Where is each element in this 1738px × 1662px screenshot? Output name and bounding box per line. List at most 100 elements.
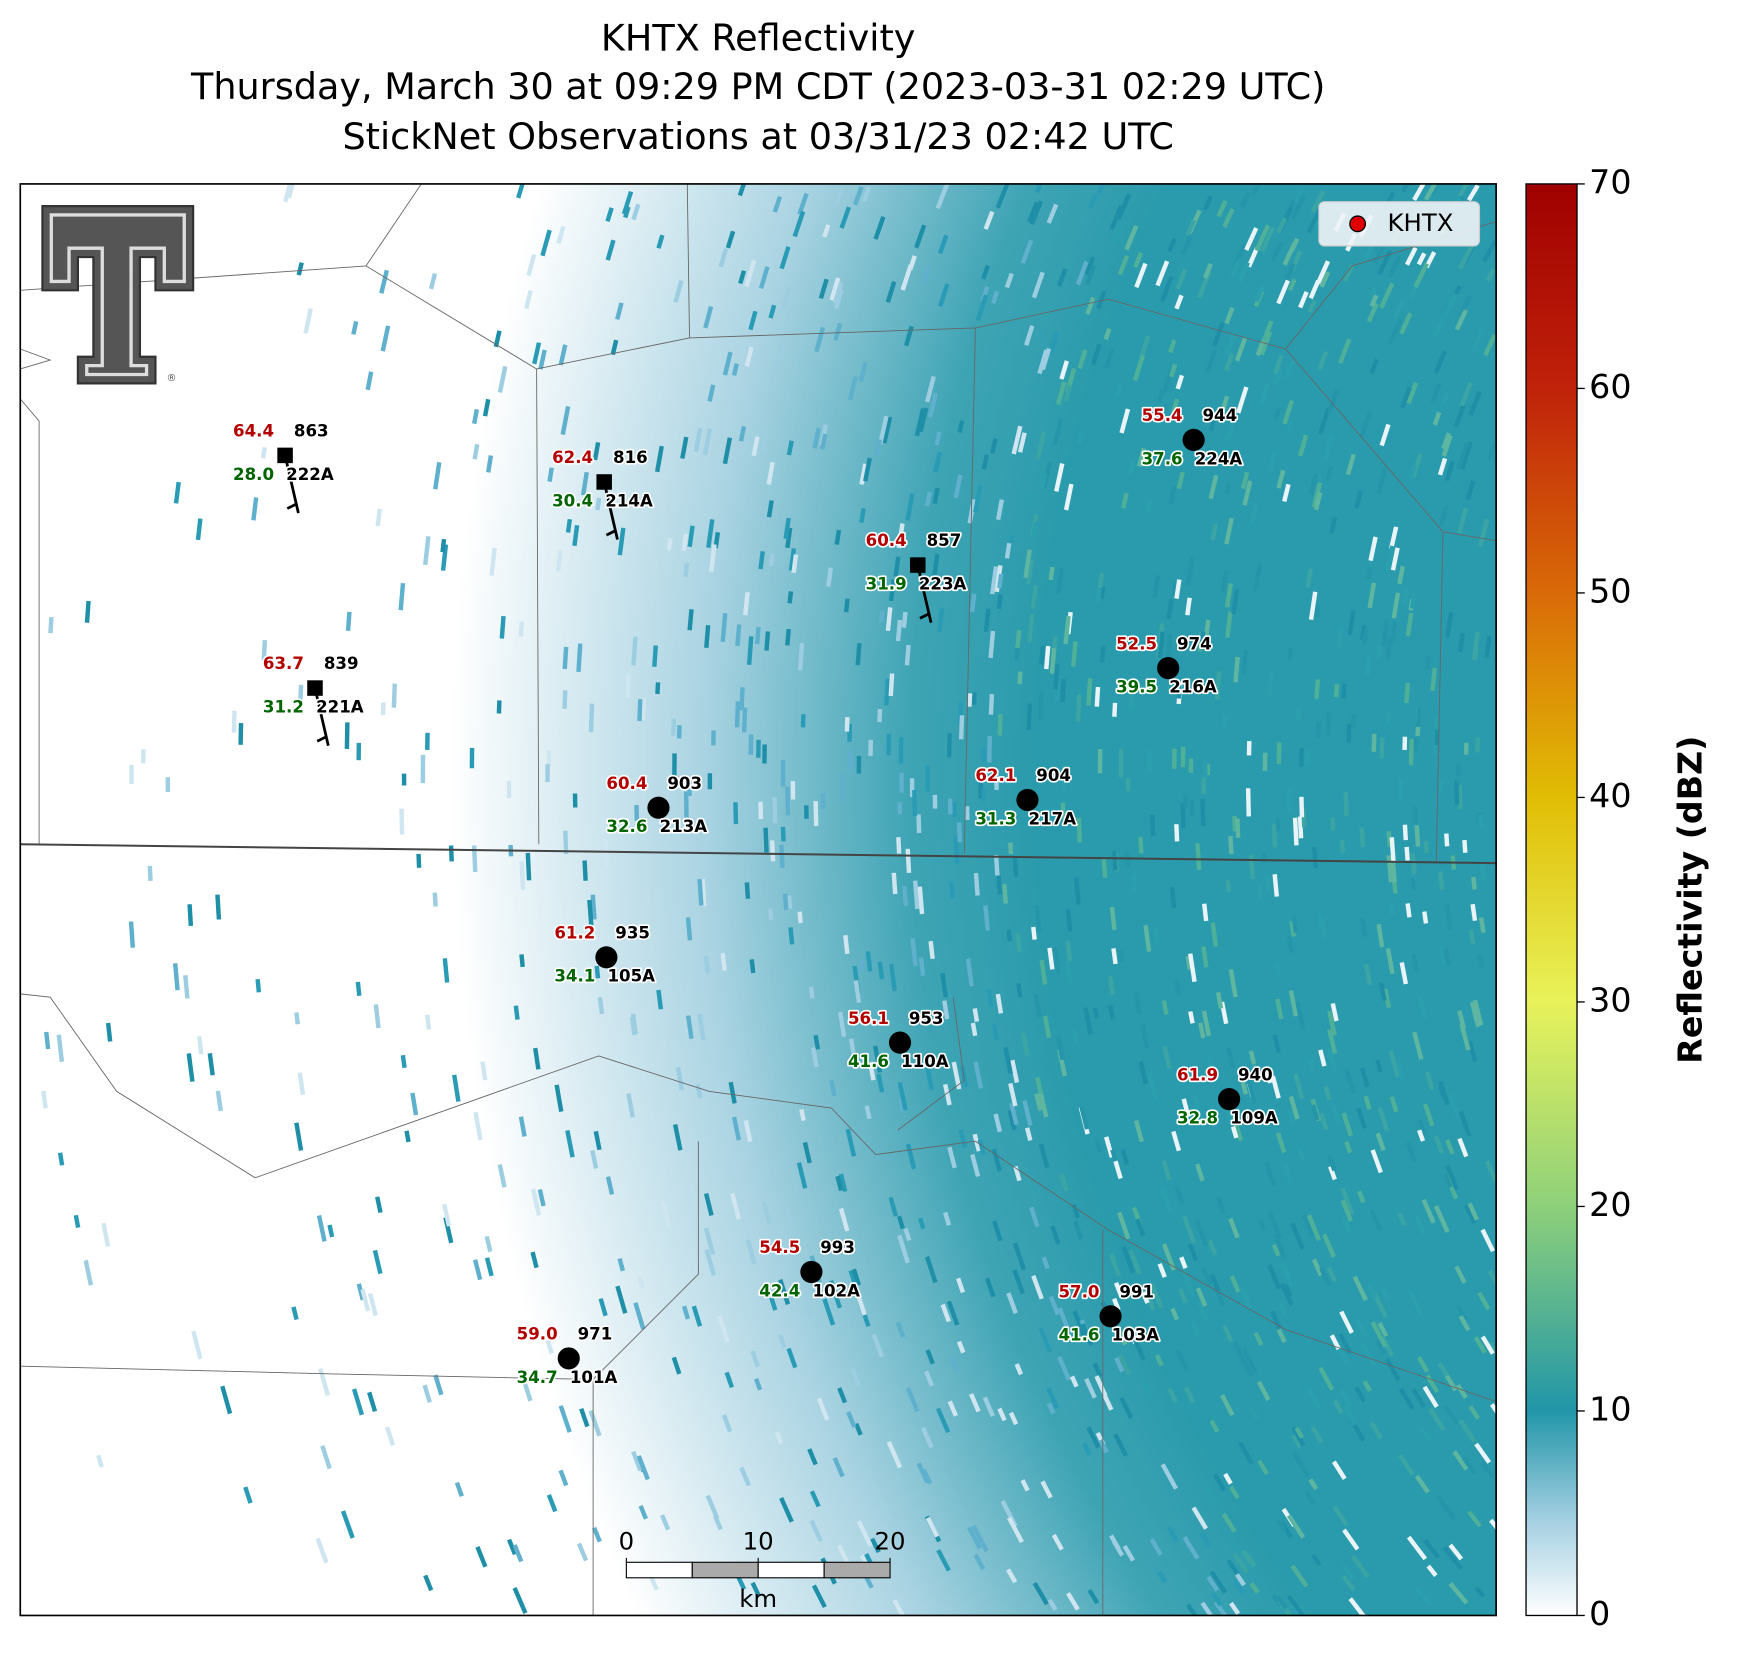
- reflectivity-streak: [1107, 976, 1116, 996]
- reflectivity-streak: [904, 644, 911, 666]
- reflectivity-streak: [1375, 1059, 1383, 1073]
- reflectivity-streak: [173, 481, 181, 504]
- reflectivity-streak: [1012, 856, 1019, 877]
- reflectivity-streak: [1088, 193, 1098, 209]
- temperature: 61.2: [554, 923, 595, 942]
- reflectivity-streak: [1231, 589, 1240, 615]
- reflectivity-streak: [615, 1285, 628, 1314]
- reflectivity-streak: [1210, 922, 1219, 947]
- reflectivity-streak: [967, 1526, 982, 1550]
- reflectivity-streak: [691, 1305, 703, 1327]
- reflectivity-streak: [1012, 1269, 1025, 1295]
- reflectivity-streak: [1031, 1274, 1044, 1300]
- reflectivity-streak: [1022, 1100, 1033, 1127]
- reflectivity-streak: [1168, 485, 1177, 506]
- reflectivity-streak: [964, 806, 970, 820]
- reflectivity-streak: [949, 881, 955, 899]
- reflectivity-streak: [1390, 547, 1400, 571]
- reflectivity-streak: [1061, 764, 1067, 791]
- reflectivity-streak: [1457, 183, 1470, 198]
- reflectivity-streak: [1180, 803, 1186, 829]
- reflectivity-streak: [1457, 244, 1475, 270]
- reflectivity-streak: [1238, 1285, 1254, 1314]
- reflectivity-streak: [380, 702, 386, 716]
- reflectivity-streak: [863, 457, 872, 482]
- reflectivity-streak: [975, 294, 989, 322]
- wind-barb-flag: [605, 529, 616, 537]
- reflectivity-streak: [895, 619, 903, 642]
- reflectivity-streak: [1090, 343, 1102, 366]
- reflectivity-streak: [1424, 1071, 1435, 1091]
- reflectivity-streak: [685, 1015, 694, 1040]
- reflectivity-streak: [1238, 1441, 1254, 1465]
- reflectivity-streak: [1201, 946, 1209, 968]
- reflectivity-streak: [713, 532, 721, 549]
- reflectivity-streak: [1385, 947, 1395, 975]
- reflectivity-streak: [1465, 480, 1476, 500]
- station-id: 223A: [919, 574, 967, 593]
- reflectivity-streak: [654, 445, 664, 473]
- reflectivity-streak: [1444, 903, 1453, 931]
- reflectivity-streak: [1388, 526, 1399, 550]
- reflectivity-streak: [787, 591, 794, 604]
- reflectivity-streak: [721, 1414, 733, 1433]
- reflectivity-streak: [1000, 1499, 1018, 1528]
- reflectivity-streak: [48, 616, 54, 634]
- reflectivity-streak: [832, 1457, 845, 1478]
- reflectivity-streak: [925, 1349, 935, 1365]
- reflectivity-streak: [1140, 1378, 1156, 1402]
- reflectivity-streak: [44, 1031, 51, 1050]
- reflectivity-streak: [1363, 964, 1373, 986]
- reflectivity-streak: [720, 952, 727, 971]
- reflectivity-streak: [1224, 306, 1235, 325]
- reflectivity-streak: [1046, 1402, 1056, 1415]
- reflectivity-streak: [783, 517, 791, 540]
- reflectivity-streak: [1416, 252, 1427, 266]
- reflectivity-streak: [888, 1196, 899, 1217]
- reflectivity-streak: [1015, 932, 1022, 953]
- reflectivity-streak: [1311, 482, 1323, 508]
- reflectivity-streak: [1459, 381, 1473, 407]
- reflectivity-streak: [908, 255, 917, 271]
- pressure: 991: [1119, 1282, 1154, 1301]
- temperature: 64.4: [233, 422, 274, 441]
- reflectivity-streak: [981, 454, 990, 470]
- reflectivity-streak: [1257, 1459, 1269, 1475]
- reflectivity-streak: [1232, 1543, 1243, 1557]
- reflectivity-streak: [925, 765, 930, 792]
- station-marker: [557, 1347, 580, 1370]
- reflectivity-streak: [1379, 423, 1391, 447]
- reflectivity-streak: [791, 554, 799, 574]
- reflectivity-streak: [1423, 183, 1441, 201]
- reflectivity-streak: [576, 643, 583, 673]
- reflectivity-streak: [1256, 1380, 1271, 1402]
- dewpoint: 32.8: [1177, 1109, 1218, 1128]
- reflectivity-streak: [1468, 929, 1476, 945]
- reflectivity-streak: [807, 1448, 818, 1466]
- wind-barb: [283, 455, 300, 514]
- reflectivity-streak: [702, 428, 713, 456]
- reflectivity-streak: [928, 940, 935, 960]
- reflectivity-streak: [518, 621, 525, 637]
- reflectivity-streak: [1229, 1275, 1241, 1293]
- reflectivity-streak: [1457, 507, 1469, 534]
- reflectivity-streak: [779, 246, 791, 270]
- reflectivity-streak: [683, 562, 690, 577]
- reflectivity-streak: [1455, 1304, 1468, 1322]
- reflectivity-streak: [1006, 929, 1013, 942]
- reflectivity-streak: [1182, 1536, 1200, 1560]
- reflectivity-streak: [1479, 862, 1487, 881]
- reflectivity-streak: [1480, 1335, 1495, 1355]
- reflectivity-streak: [1175, 268, 1188, 290]
- reflectivity-streak: [1371, 733, 1377, 752]
- reflectivity-streak: [1182, 1215, 1197, 1244]
- reflectivity-streak: [788, 548, 797, 571]
- reflectivity-streak: [1199, 1531, 1212, 1548]
- reflectivity-streak: [1253, 563, 1263, 592]
- reflectivity-streak: [921, 1468, 933, 1485]
- reflectivity-streak: [1023, 491, 1032, 508]
- reflectivity-streak: [724, 1371, 735, 1389]
- reflectivity-streak: [1075, 694, 1082, 723]
- reflectivity-streak: [215, 1090, 224, 1112]
- station-marker: [277, 447, 293, 464]
